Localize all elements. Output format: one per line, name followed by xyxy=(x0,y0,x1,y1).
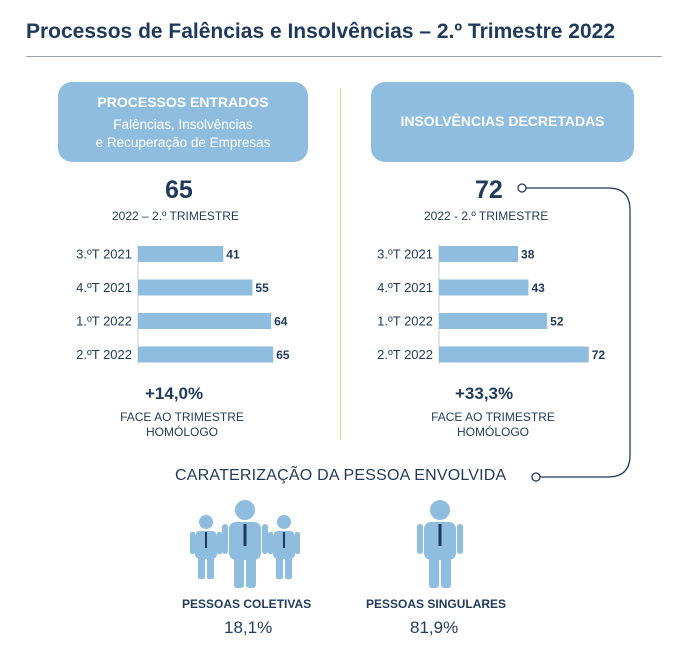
processos-bar xyxy=(138,313,272,329)
page-title: Processos de Falências e Insolvências – … xyxy=(26,20,616,43)
insolvencias-decretadas-box: INSOLVÊNCIAS DECRETADAS xyxy=(371,82,634,162)
processos-bar-value: 65 xyxy=(276,348,290,362)
insolvencias-change-label: FACE AO TRIMESTRE HOMÓLOGO xyxy=(403,410,583,440)
insolvencias-bar xyxy=(439,313,548,329)
processos-headline-label: 2022 – 2.º TRIMESTRE xyxy=(112,209,239,223)
insolvencias-bar xyxy=(439,279,529,296)
connector-line xyxy=(517,183,631,482)
processos-entrados-box: PROCESSOS ENTRADOS Falências, Insolvênci… xyxy=(58,82,308,162)
processos-entrados-subtitle: Falências, Insolvências e Recuperação de… xyxy=(58,116,308,152)
title-rule xyxy=(26,56,662,57)
connector-end-dot xyxy=(531,472,541,482)
insolvencias-category-label: 2.ºT 2022 xyxy=(377,347,433,362)
insolvencias-headline-label: 2022 - 2.º TRIMESTRE xyxy=(424,209,549,223)
pessoas-singulares-value: 81,9% xyxy=(410,618,459,637)
insolvencias-change-value: +33,3% xyxy=(455,384,514,403)
insolvencias-bar-value: 52 xyxy=(550,315,564,329)
column-divider xyxy=(340,88,341,440)
processos-change-label-line2: HOMÓLOGO xyxy=(145,425,218,439)
insolvencias-category-label: 1.ºT 2022 xyxy=(377,314,433,329)
processos-bar-chart: 3.ºT 2021 41 4.ºT 2021 55 1.ºT 2022 64 2.ºT 20… xyxy=(76,244,290,365)
insolvencias-bar-chart: 3.ºT 2021 38 4.ºT 2021 43 1.ºT 2022 52 2.ºT 20… xyxy=(377,244,605,365)
insolvencias-bar-value: 38 xyxy=(521,248,535,262)
processos-category-label: 1.ºT 2022 xyxy=(76,314,132,329)
processos-category-label: 4.ºT 2021 xyxy=(76,280,132,295)
connector-start-dot xyxy=(517,183,527,193)
pessoas-coletivas-value: 18,1% xyxy=(224,618,273,637)
processos-category-label: 2.ºT 2022 xyxy=(76,347,132,362)
processos-entrados-subtitle-line2: e Recuperação de Empresas xyxy=(95,135,271,150)
processos-bar xyxy=(138,246,224,262)
insolvencias-decretadas-title: INSOLVÊNCIAS DECRETADAS xyxy=(400,113,605,129)
processos-headline-value: 65 xyxy=(165,176,193,204)
insolvencias-bar xyxy=(439,346,589,363)
group-people-icon xyxy=(190,500,300,588)
insolvencias-bar-value: 43 xyxy=(531,281,545,295)
insolvencias-bar-value: 72 xyxy=(592,348,606,362)
processos-bar-value: 64 xyxy=(274,315,288,329)
insolvencias-change-label-line1: FACE AO TRIMESTRE xyxy=(431,410,555,424)
processos-entrados-subtitle-line1: Falências, Insolvências xyxy=(113,117,253,132)
pessoas-coletivas-label: PESSOAS COLETIVAS xyxy=(182,597,312,611)
insolvencias-headline-value: 72 xyxy=(475,176,503,204)
processos-change-label-line1: FACE AO TRIMESTRE xyxy=(120,410,244,424)
processos-bar xyxy=(138,279,253,296)
processos-entrados-title: PROCESSOS ENTRADOS xyxy=(97,94,269,110)
caracterizacao-label: CARATERIZAÇÃO DA PESSOA ENVOLVIDA xyxy=(175,467,507,484)
insolvencias-change-label-line2: HOMÓLOGO xyxy=(456,425,529,439)
processos-bar-value: 55 xyxy=(255,281,269,295)
processos-bar-value: 41 xyxy=(226,248,240,262)
processos-category-label: 3.ºT 2021 xyxy=(76,247,132,262)
insolvencias-category-label: 4.ºT 2021 xyxy=(377,280,433,295)
insolvencias-category-label: 3.ºT 2021 xyxy=(377,247,433,262)
person-icon xyxy=(417,500,463,588)
processos-bar xyxy=(138,346,274,363)
pessoas-singulares-label: PESSOAS SINGULARES xyxy=(366,597,507,611)
processos-change-value: +14,0% xyxy=(145,384,204,403)
insolvencias-bar xyxy=(439,246,519,262)
processos-change-label: FACE AO TRIMESTRE HOMÓLOGO xyxy=(92,410,272,440)
